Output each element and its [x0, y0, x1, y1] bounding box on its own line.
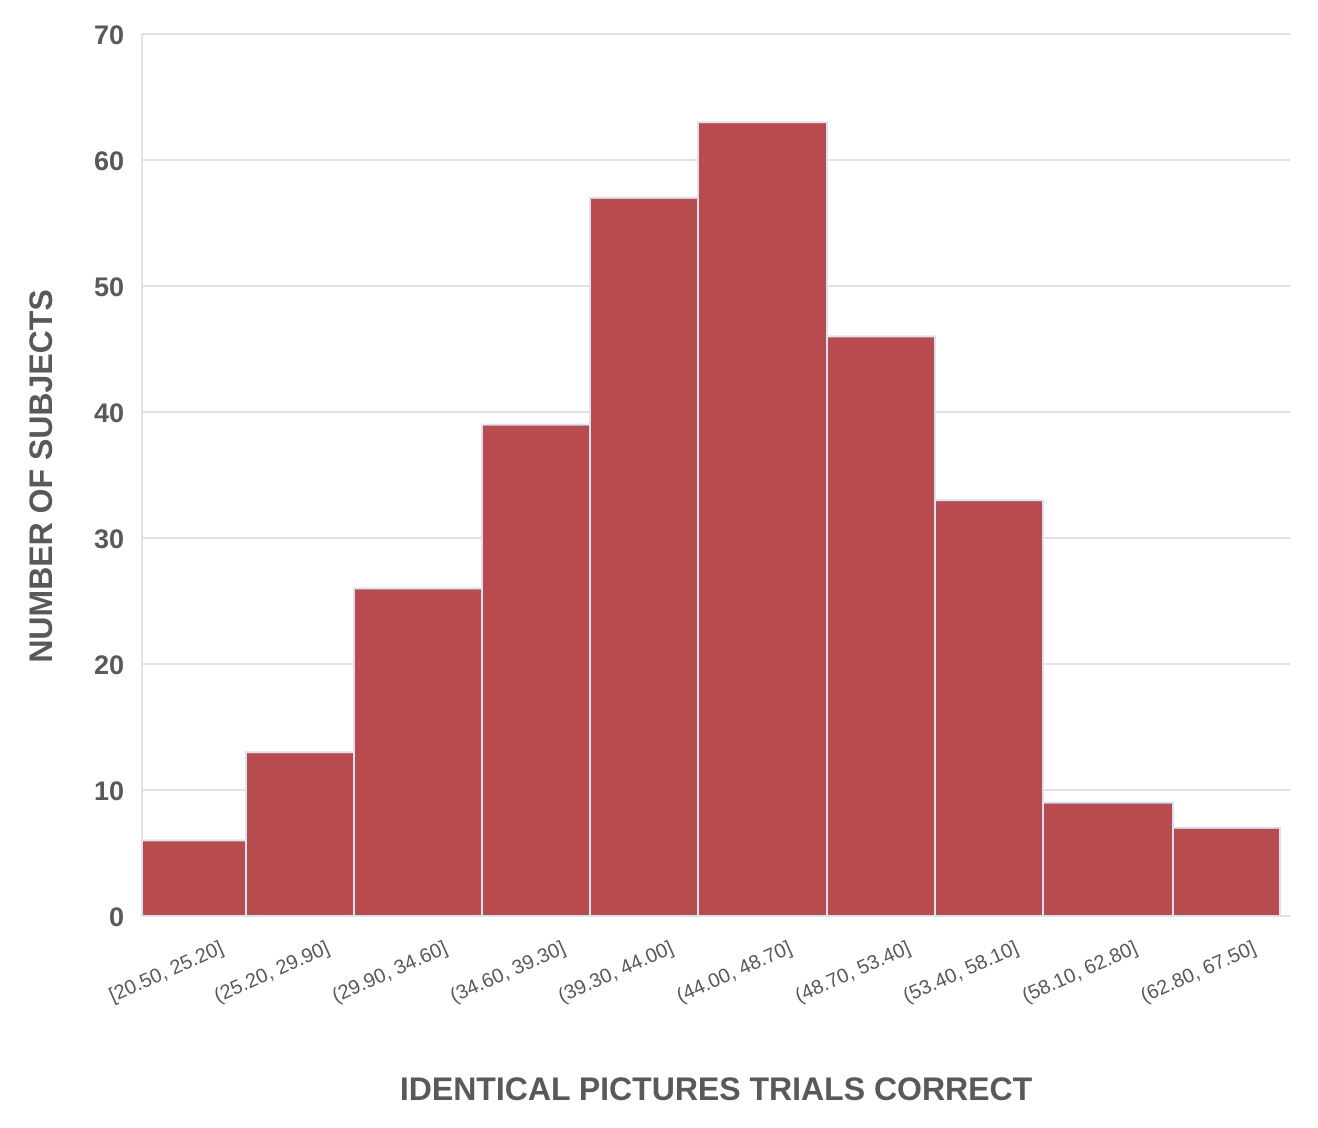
x-tick-label: (25.20, 29.90] — [211, 937, 333, 1007]
y-tick-label: 40 — [94, 398, 124, 428]
y-axis-title: NUMBER OF SUBJECTS — [23, 289, 59, 662]
y-tick-label: 10 — [94, 776, 124, 806]
histogram-bar — [697, 121, 828, 917]
y-tick-labels: 0 10 20 30 40 50 60 70 — [94, 20, 124, 932]
histogram-bar — [481, 423, 591, 917]
y-tick-label: 0 — [109, 902, 124, 932]
histogram-bar — [245, 751, 355, 918]
x-tick-label: [20.50, 25.20] — [106, 937, 227, 1007]
histogram-bar — [934, 499, 1044, 917]
x-tick-label: (34.60, 39.30] — [447, 937, 569, 1007]
y-tick-label: 50 — [94, 272, 124, 302]
x-tick-label: (39.30, 44.00] — [555, 937, 677, 1007]
x-axis-title: IDENTICAL PICTURES TRIALS CORRECT — [400, 1071, 1033, 1107]
x-tick-label: (62.80, 67.50] — [1137, 937, 1259, 1007]
bars — [141, 121, 1281, 918]
x-tick-labels: [20.50, 25.20](25.20, 29.90](29.90, 34.6… — [106, 937, 1259, 1007]
histogram-bar — [1042, 801, 1174, 917]
x-tick-label: (48.70, 53.40] — [792, 937, 914, 1007]
x-tick-label: (58.10, 62.80] — [1019, 937, 1141, 1007]
y-tick-label: 70 — [94, 20, 124, 50]
y-tick-label: 20 — [94, 650, 124, 680]
histogram-bar — [1172, 826, 1281, 917]
y-tick-label: 30 — [94, 524, 124, 554]
y-tick-label: 60 — [94, 146, 124, 176]
histogram-bar — [141, 839, 247, 918]
histogram-bar — [353, 587, 483, 918]
x-tick-label: (29.90, 34.60] — [329, 937, 451, 1007]
histogram-bar — [589, 196, 699, 918]
x-tick-label: (53.40, 58.10] — [900, 937, 1022, 1007]
histogram-bar — [826, 335, 936, 917]
x-tick-label: (44.00, 48.70] — [673, 937, 795, 1007]
